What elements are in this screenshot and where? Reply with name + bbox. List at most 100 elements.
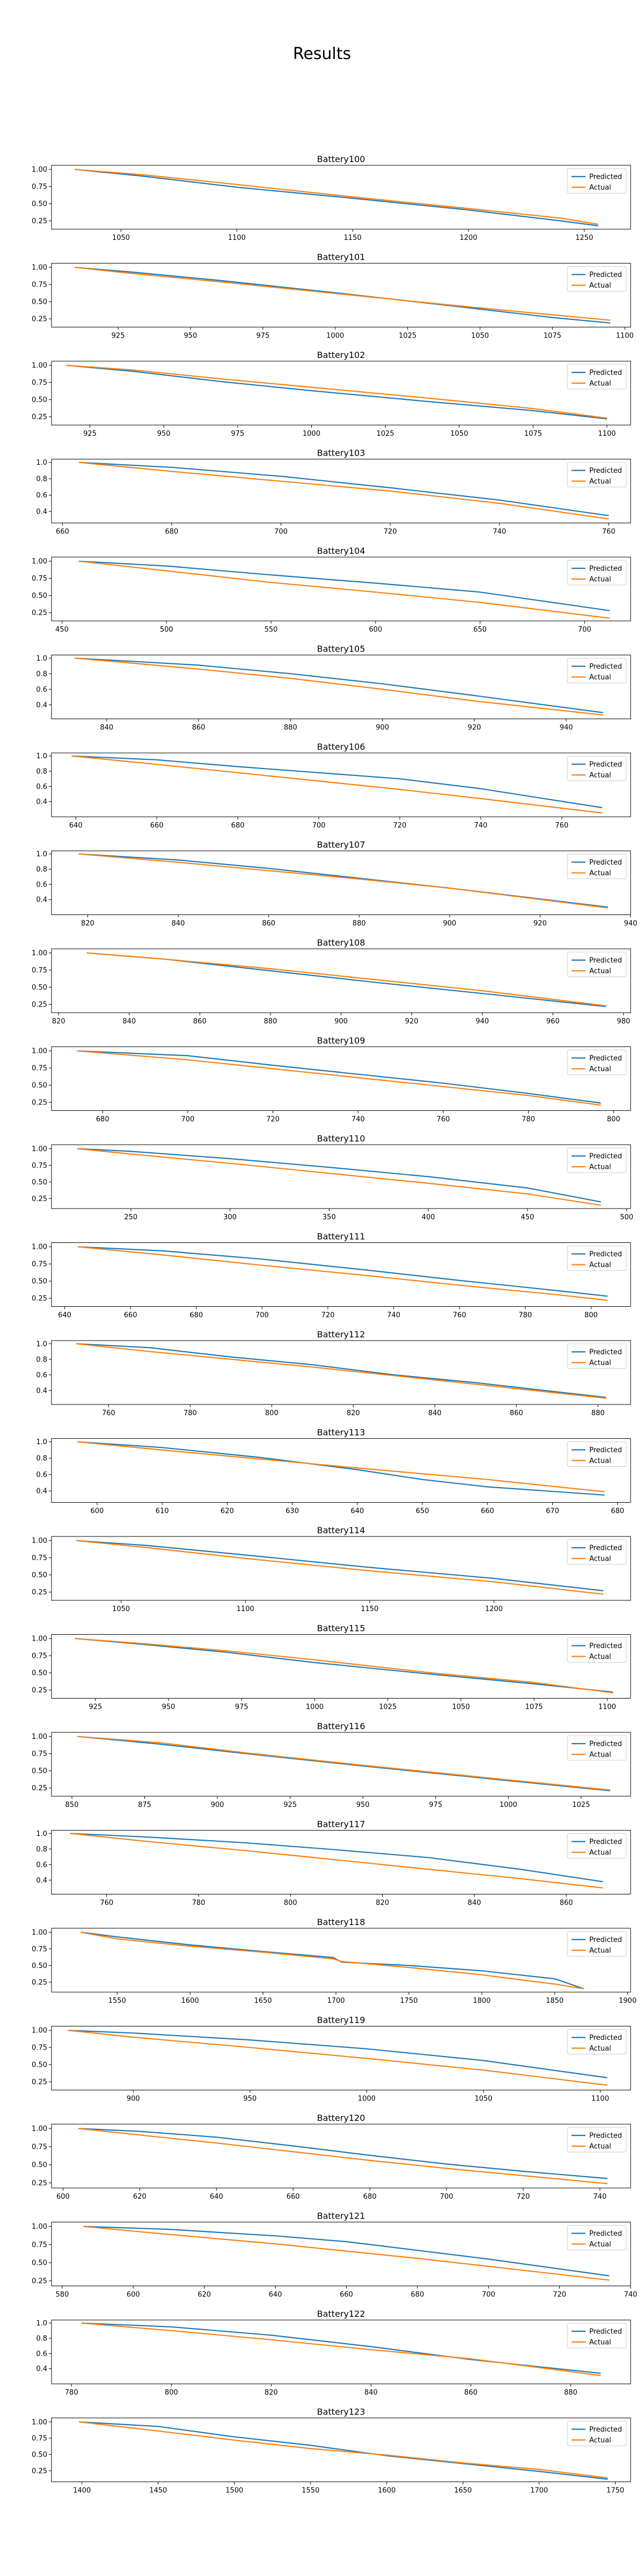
x-tick-label: 940 <box>475 1018 489 1026</box>
subplot-battery118: Battery118 1550 1600 1650 1700 1750 1800 1850 19… <box>32 1917 636 2005</box>
y-tick-label: 1.00 <box>32 2125 47 2133</box>
y-tick-label: 0.50 <box>32 1670 47 1678</box>
legend-label-actual: Actual <box>589 1261 611 1269</box>
x-tick-label: 800 <box>284 1899 297 1907</box>
x-tick-label: 840 <box>428 1409 442 1417</box>
subplot-title: Battery103 <box>317 448 365 458</box>
legend: Predicted Actual <box>567 756 627 781</box>
series-line-actual <box>81 2322 601 2376</box>
x-tick-label: 660 <box>287 2193 300 2201</box>
subplot-battery106: Battery106 640 660 680 700 720 740 760 0.4 0.6 0.8… <box>36 742 631 830</box>
series-line-actual <box>83 2226 610 2281</box>
x-tick-label: 950 <box>184 332 197 340</box>
series-line-predicted <box>77 1148 601 1203</box>
y-tick-label: 0.75 <box>32 2044 47 2052</box>
x-tick-label: 720 <box>517 2193 530 2201</box>
series-line-predicted <box>77 1441 605 1496</box>
y-tick-label: 0.25 <box>32 1687 47 1695</box>
x-tick-label: 600 <box>127 2291 140 2299</box>
x-tick-label: 975 <box>256 332 269 340</box>
x-tick-label: 680 <box>611 1507 624 1516</box>
x-tick-label: 740 <box>474 822 487 830</box>
legend-label-predicted: Predicted <box>589 369 622 377</box>
x-tick-label: 760 <box>602 528 616 536</box>
subplot-title: Battery106 <box>317 742 365 752</box>
series-line-actual <box>86 952 606 1007</box>
x-tick-label: 975 <box>231 430 244 438</box>
subplot-battery110: Battery110 250 300 350 400 450 500 0.25 0.50 0.75… <box>32 1133 633 1221</box>
x-tick-label: 610 <box>156 1507 169 1516</box>
legend-label-predicted: Predicted <box>589 2328 622 2336</box>
series-line-actual <box>77 1050 601 1106</box>
x-tick-label: 640 <box>210 2193 223 2201</box>
x-tick-label: 1000 <box>358 2095 376 2103</box>
y-tick-label: 1.00 <box>32 1537 47 1545</box>
x-tick-label: 1100 <box>598 1703 616 1711</box>
legend: Predicted Actual <box>567 2323 627 2348</box>
y-tick-label: 0.75 <box>32 1162 47 1170</box>
subplot-battery101: Battery101 925 950 975 1000 1025 1050 1075 1100 0… <box>32 252 634 340</box>
x-tick-label: 840 <box>122 1018 136 1026</box>
axes-frame <box>51 1242 631 1307</box>
legend-label-actual: Actual <box>589 282 611 290</box>
x-tick-label: 620 <box>133 2193 147 2201</box>
series-line-actual <box>76 1343 606 1399</box>
x-tick-label: 1150 <box>344 234 362 242</box>
x-tick-label: 550 <box>265 626 278 634</box>
series-line-actual <box>78 2128 608 2184</box>
series-line-actual <box>75 169 598 225</box>
subplot-title: Battery117 <box>317 1819 365 1829</box>
x-tick-label: 1075 <box>525 1703 543 1711</box>
legend: Predicted Actual <box>567 462 627 487</box>
series-line-predicted <box>86 952 606 1007</box>
subplot-title: Battery110 <box>317 1133 365 1144</box>
axes-frame <box>51 1438 631 1503</box>
axes-frame <box>51 752 631 817</box>
subplot-battery113: Battery113 600 610 620 630 640 650 660 670 680 0.4… <box>36 1428 631 1516</box>
x-tick-label: 780 <box>184 1409 197 1417</box>
x-tick-label: 1700 <box>530 2487 548 2495</box>
x-tick-label: 880 <box>564 2389 577 2397</box>
x-tick-label: 450 <box>521 1213 534 1221</box>
legend-label-predicted: Predicted <box>589 761 622 769</box>
x-tick-label: 620 <box>221 1507 234 1516</box>
x-tick-label: 950 <box>243 2095 257 2103</box>
y-tick-label: 0.8 <box>36 670 47 678</box>
x-tick-label: 950 <box>157 430 171 438</box>
y-tick-label: 0.75 <box>32 379 47 387</box>
y-tick-label: 1.0 <box>36 1438 47 1446</box>
legend-label-actual: Actual <box>589 1163 611 1172</box>
x-tick-label: 650 <box>473 626 487 634</box>
y-tick-label: 1.00 <box>32 1145 47 1153</box>
x-tick-label: 880 <box>264 1018 277 1026</box>
series-line-predicted <box>77 1736 611 1791</box>
x-tick-label: 660 <box>150 822 164 830</box>
y-tick-label: 0.6 <box>36 492 47 500</box>
y-tick-label: 1.00 <box>32 264 47 272</box>
y-tick-label: 0.50 <box>32 396 47 404</box>
y-tick-label: 0.4 <box>36 1877 47 1885</box>
series-line-predicted <box>74 657 603 713</box>
x-tick-label: 620 <box>197 2291 211 2299</box>
series-line-actual <box>78 853 609 909</box>
subplot-battery119: Battery119 900 950 1000 1050 1100 0.25 0.50 0.75… <box>32 2015 631 2103</box>
subplot-title: Battery123 <box>317 2407 365 2417</box>
legend-label-actual: Actual <box>589 2339 611 2347</box>
x-tick-label: 920 <box>533 920 547 928</box>
legend-label-predicted: Predicted <box>589 2426 622 2434</box>
x-tick-label: 975 <box>235 1703 248 1711</box>
series-line-actual <box>76 1540 604 1595</box>
y-tick-label: 0.8 <box>36 1846 47 1854</box>
x-tick-label: 1200 <box>459 234 477 242</box>
x-tick-label: 740 <box>493 528 506 536</box>
y-tick-label: 0.25 <box>32 2079 47 2087</box>
legend: Predicted Actual <box>567 2225 627 2250</box>
x-tick-label: 300 <box>223 1213 237 1221</box>
axes-frame <box>51 2319 631 2384</box>
series-line-predicted <box>83 2226 610 2277</box>
x-tick-label: 600 <box>369 626 382 634</box>
legend-label-predicted: Predicted <box>589 1642 622 1650</box>
series-line-predicted <box>78 853 609 908</box>
subplot-title: Battery116 <box>317 1721 365 1731</box>
subplot-title: Battery108 <box>317 938 365 948</box>
